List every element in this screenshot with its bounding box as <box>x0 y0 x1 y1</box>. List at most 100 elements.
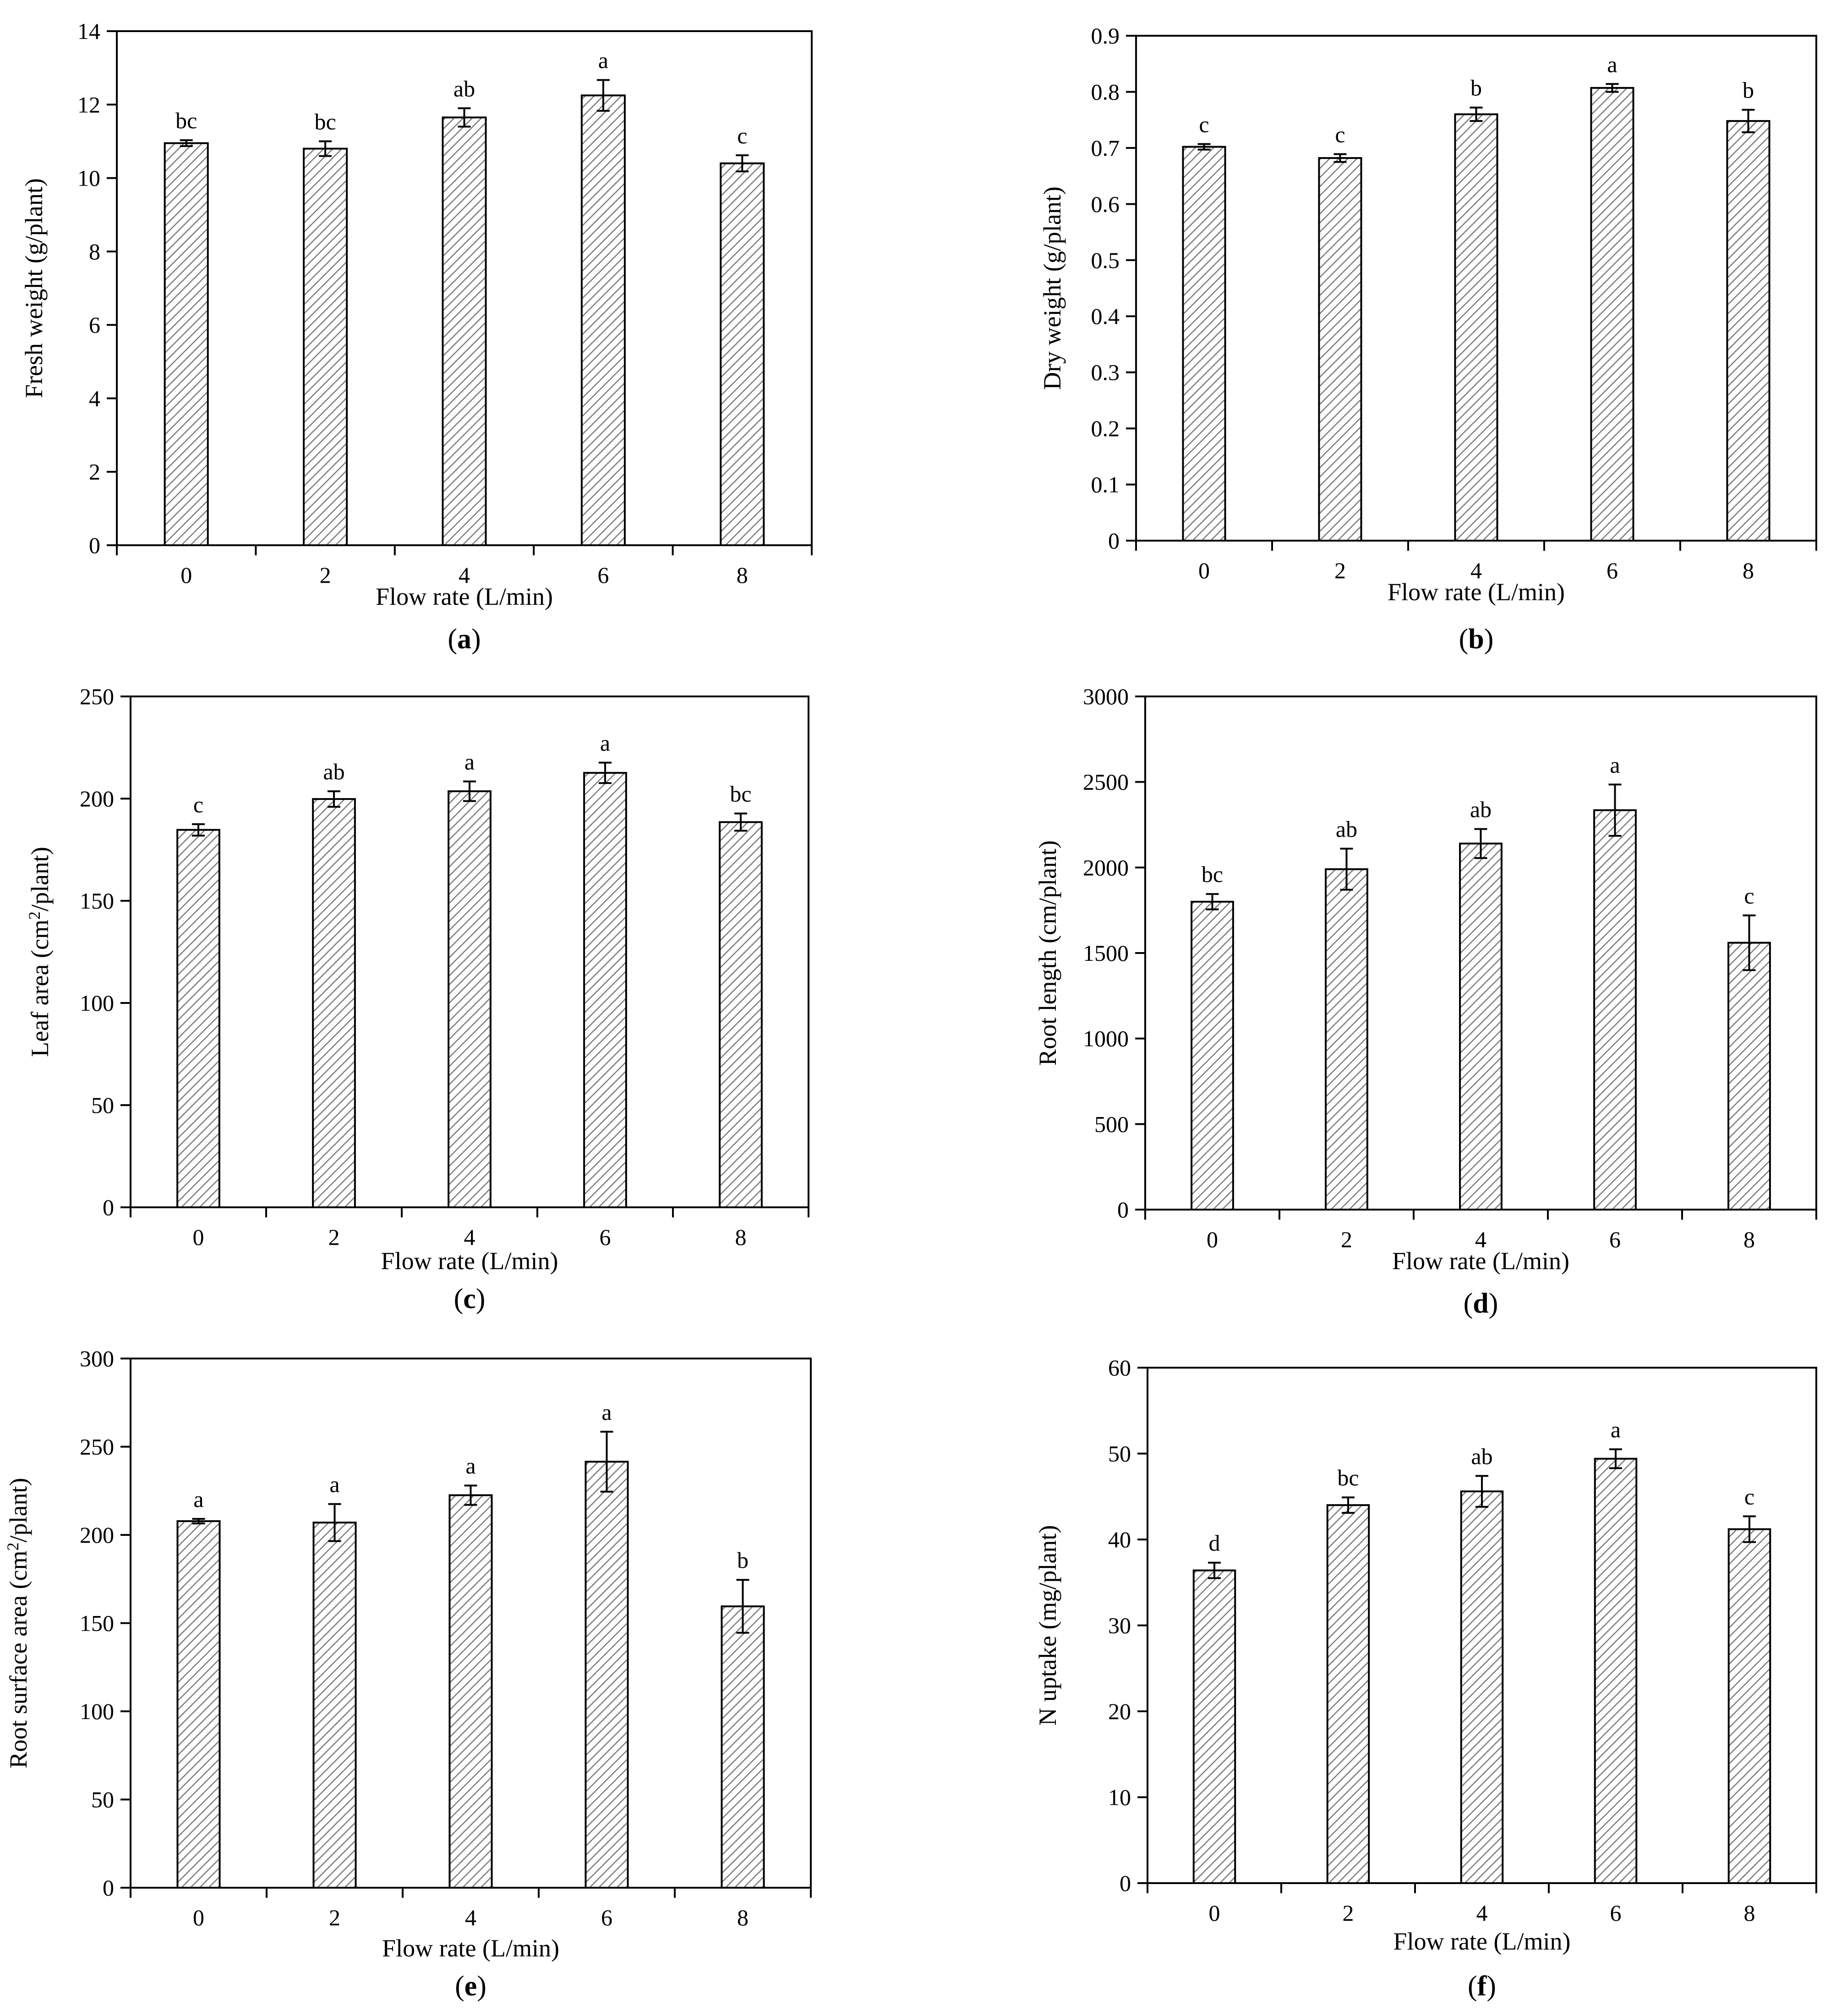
x-tick-label: 8 <box>1743 1227 1755 1252</box>
y-tick-label: 50 <box>1108 1441 1131 1467</box>
bar <box>1191 901 1234 1211</box>
error-bar <box>1197 143 1211 151</box>
chart-panel-c: 0 50 100 150 200 250 c 0 ab 2 a 4 a 6 bc 8 Flow rate (L/… <box>25 684 809 1315</box>
bar <box>721 1605 765 1889</box>
y-tick-label: 250 <box>80 684 114 709</box>
significance-letter: bc <box>314 109 336 134</box>
x-tick-label: 6 <box>597 562 609 588</box>
y-tick-label: 0.9 <box>1091 23 1120 49</box>
y-tick-label: 10 <box>1108 1785 1131 1810</box>
y-tick-label: 0.1 <box>1091 472 1120 498</box>
x-tick-label: 8 <box>1743 558 1754 583</box>
x-tick-label: 2 <box>1343 1900 1354 1926</box>
bar <box>1182 146 1226 542</box>
significance-letter: a <box>193 1486 203 1512</box>
y-axis-label: N uptake (mg/plant) <box>1034 1525 1061 1726</box>
x-tick-label: 8 <box>737 562 748 588</box>
significance-letter: a <box>601 1399 612 1425</box>
panel-caption: (b) <box>1459 624 1494 655</box>
significance-letter: a <box>464 749 475 775</box>
significance-letter: ab <box>323 759 344 784</box>
y-tick-label: 2 <box>89 459 100 485</box>
significance-letter: c <box>1744 883 1754 909</box>
significance-letter: ab <box>1471 1443 1492 1469</box>
x-tick-label: 6 <box>601 1905 612 1930</box>
y-tick-label: 0 <box>1117 1197 1129 1222</box>
y-tick-label: 0.4 <box>1091 303 1120 329</box>
x-tick-label: 0 <box>1209 1900 1220 1926</box>
error-bar <box>1606 83 1619 93</box>
bar <box>164 142 209 546</box>
bar <box>1726 120 1770 542</box>
bar <box>448 790 492 1208</box>
error-bar <box>1474 828 1487 859</box>
y-axis-label: Root length (cm/plant) <box>1034 840 1061 1066</box>
bar <box>1454 113 1498 542</box>
significance-letter: c <box>1744 1484 1754 1509</box>
y-axis-label: Leaf area (cm2/plant) <box>25 847 54 1057</box>
y-axis-label: Dry weight (g/plant) <box>1038 186 1066 390</box>
y-tick-label: 14 <box>77 18 100 44</box>
bar <box>583 772 627 1208</box>
x-tick-label: 0 <box>1198 558 1210 583</box>
error-bar <box>464 1485 477 1506</box>
significance-letter: d <box>1209 1530 1220 1556</box>
chart-panel-d: 0 500 1000 1500 2000 2500 3000 bc 0 ab 2 ab 4 a 6 c 8 Flo… <box>1034 684 1817 1319</box>
bar <box>1593 809 1637 1211</box>
y-tick-label: 20 <box>1108 1698 1131 1724</box>
error-bar <box>1475 1475 1488 1508</box>
x-tick-label: 2 <box>1334 558 1346 583</box>
chart-panel-e: 0 50 100 150 200 250 300 a 0 a 2 a 4 a 6 b 8 Flow rate (L… <box>4 1346 812 2002</box>
bar <box>303 148 348 546</box>
bar <box>1318 157 1362 542</box>
y-tick-label: 0.7 <box>1091 135 1120 161</box>
y-tick-label: 0 <box>1108 528 1120 553</box>
y-tick-label: 300 <box>80 1346 114 1371</box>
x-tick-label: 6 <box>1606 558 1618 583</box>
y-tick-label: 150 <box>80 1611 114 1636</box>
x-tick-label: 6 <box>1610 1900 1622 1926</box>
y-tick-label: 8 <box>89 239 100 264</box>
significance-letter: a <box>465 1453 475 1479</box>
y-tick-label: 0 <box>1120 1870 1131 1896</box>
panel-caption: (a) <box>448 624 481 655</box>
significance-letter: a <box>598 48 608 73</box>
bar <box>1594 1457 1638 1884</box>
y-tick-label: 1500 <box>1083 940 1129 966</box>
error-bar <box>1470 106 1483 122</box>
error-bar <box>328 790 340 808</box>
error-bar <box>1742 109 1755 133</box>
error-bar <box>463 780 476 802</box>
y-tick-label: 0.8 <box>1091 79 1120 104</box>
significance-letter: a <box>1607 51 1617 77</box>
bar <box>1459 843 1503 1211</box>
x-tick-label: 2 <box>1341 1227 1352 1252</box>
significance-letter: a <box>329 1472 339 1497</box>
error-bar <box>596 79 610 112</box>
significance-letter: c <box>1199 111 1209 137</box>
bar <box>1326 1504 1370 1884</box>
significance-letter: b <box>1743 77 1754 103</box>
x-tick-label: 4 <box>464 1224 475 1250</box>
x-axis-label: Flow rate (L/min) <box>382 1934 559 1962</box>
bar <box>1325 868 1368 1211</box>
x-tick-label: 0 <box>1207 1227 1218 1252</box>
significance-letter: bc <box>730 781 751 807</box>
error-bar <box>319 140 332 157</box>
significance-letter: ab <box>454 76 475 101</box>
significance-letter: a <box>1610 752 1620 778</box>
bar <box>1727 942 1771 1211</box>
y-axis-label: Fresh weight (g/plant) <box>20 178 48 398</box>
bar <box>448 1494 493 1889</box>
x-tick-label: 4 <box>1470 558 1482 583</box>
y-tick-label: 40 <box>1108 1527 1131 1552</box>
x-tick-label: 2 <box>328 1224 340 1250</box>
significance-letter: bc <box>1202 861 1223 887</box>
y-tick-label: 100 <box>80 990 114 1016</box>
error-bar <box>1342 1496 1355 1514</box>
y-tick-label: 0 <box>103 1875 114 1901</box>
y-tick-label: 12 <box>77 92 100 117</box>
x-tick-label: 6 <box>1609 1227 1621 1252</box>
error-bar <box>736 154 749 173</box>
bar <box>312 1522 357 1889</box>
